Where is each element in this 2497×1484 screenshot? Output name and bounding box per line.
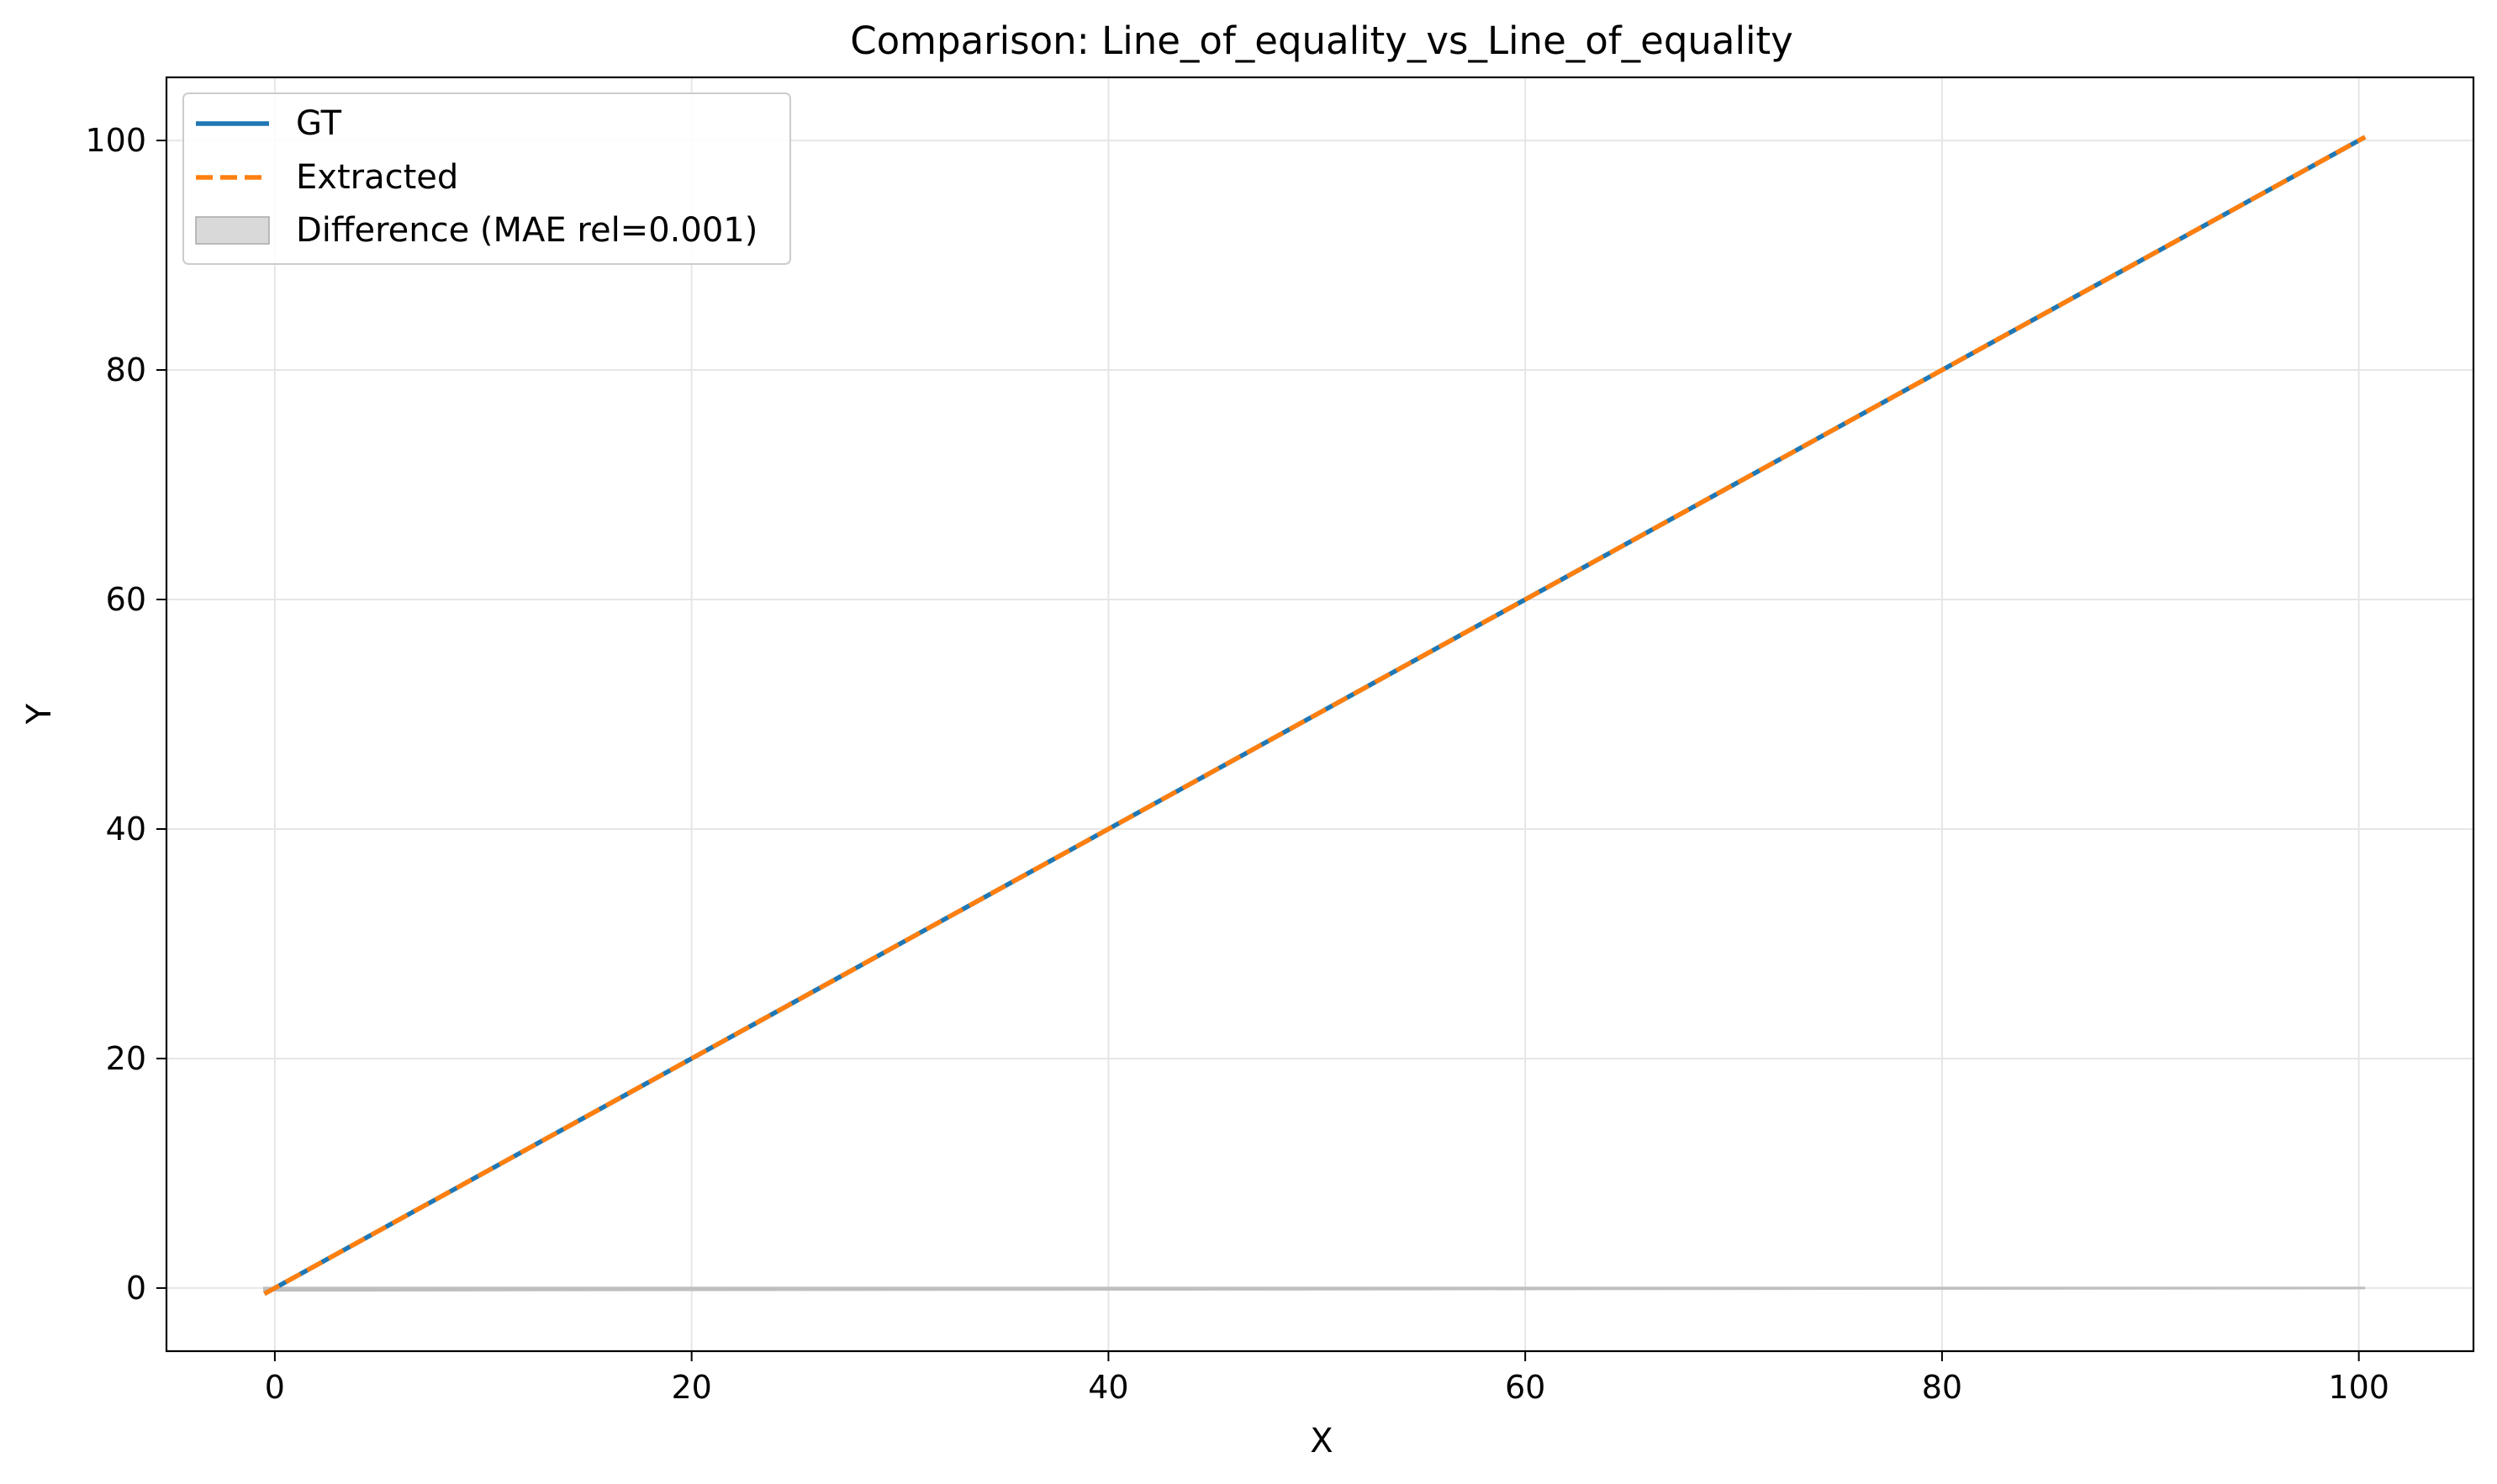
legend-swatch-difference (195, 216, 270, 245)
legend: GT Extracted Difference (MAE rel=0.001) (182, 92, 791, 265)
chart-title: Comparison: Line_of_equality_vs_Line_of_… (850, 18, 1793, 63)
legend-label-difference: Difference (MAE rel=0.001) (296, 211, 758, 250)
x-tick-label-2: 40 (1088, 1369, 1128, 1406)
x-axis-label: X (1310, 1422, 1333, 1460)
axes-frame (165, 76, 2475, 1353)
plot-area (263, 135, 2367, 1297)
y-tick-label-5: 100 (85, 122, 146, 159)
x-tick-label-1: 20 (671, 1369, 711, 1406)
axis-ticks: 0 20 40 60 80 100 0 20 40 60 80 100 (85, 122, 2389, 1406)
legend-box (182, 92, 791, 265)
y-tick-label-4: 80 (106, 351, 146, 388)
x-tick-label-0: 0 (265, 1369, 285, 1406)
y-tick-label-0: 0 (126, 1270, 146, 1307)
y-tick-label-3: 60 (106, 581, 146, 618)
legend-label-gt: GT (296, 104, 342, 143)
y-axis-label: Y (20, 703, 59, 725)
x-tick-label-3: 60 (1505, 1369, 1545, 1406)
series-extracted-line (263, 135, 2367, 1297)
y-tick-label-2: 40 (106, 811, 146, 848)
series-difference-mae-rel-0-001-band (263, 1286, 2366, 1292)
x-tick-label-5: 100 (2328, 1369, 2389, 1406)
x-tick-label-4: 80 (1922, 1369, 1962, 1406)
y-tick-label-1: 20 (106, 1040, 146, 1077)
legend-label-extracted: Extracted (296, 158, 458, 197)
